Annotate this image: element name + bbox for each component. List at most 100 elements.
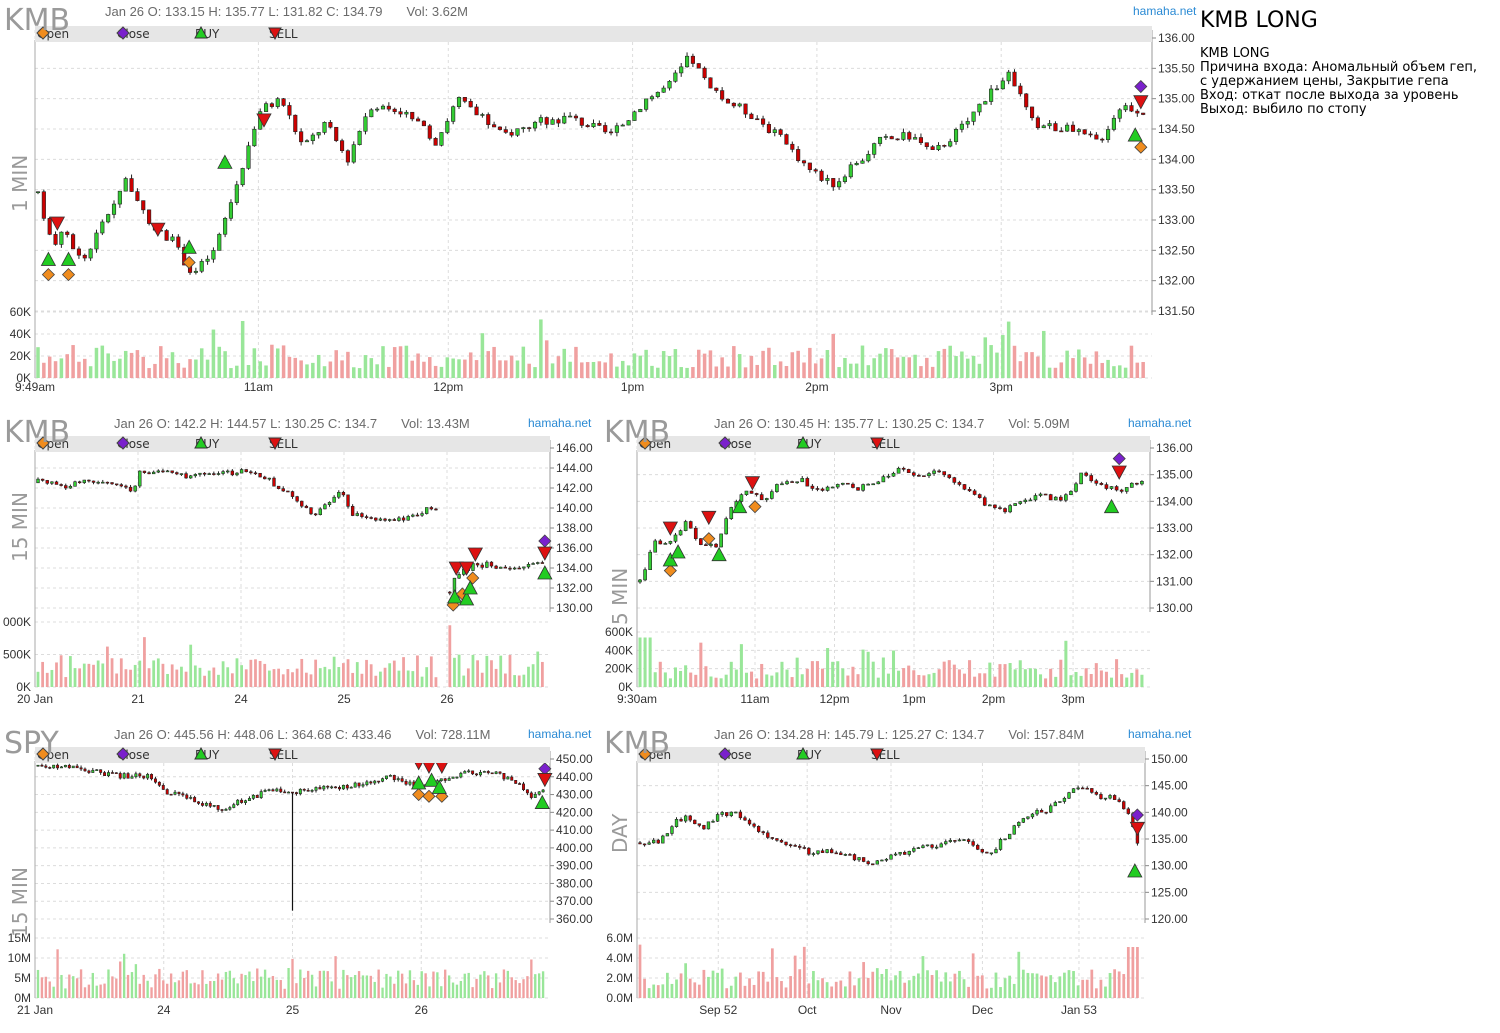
volume-bar xyxy=(221,661,225,687)
candle xyxy=(679,819,683,822)
candle xyxy=(527,127,532,129)
y-tick-label: 120.00 xyxy=(1151,912,1188,926)
timeframe-label: 1 MIN xyxy=(8,154,32,212)
volume-bar xyxy=(871,661,875,687)
volume-bar xyxy=(1074,672,1078,687)
volume-bar xyxy=(150,987,153,998)
chart-panel-p5: 150.00 145.00 140.00 135.00 130.00 125.00 120.… xyxy=(600,723,1197,1024)
volume-bar xyxy=(503,673,507,687)
x-tick-label: 11am xyxy=(244,380,273,394)
volume-bar xyxy=(119,658,123,687)
volume-bar xyxy=(743,985,747,998)
chart-panel-p1: 136.00 135.50 135.00 134.50 134.00 133.50 133.… xyxy=(0,0,1203,401)
y-tick-label: 132.00 xyxy=(1156,548,1193,562)
source-link[interactable]: hamaha.net xyxy=(528,727,592,741)
volume-bar xyxy=(217,346,222,378)
candle xyxy=(212,805,216,807)
candle xyxy=(198,472,202,475)
volume-bar xyxy=(609,353,613,378)
candle xyxy=(656,839,660,844)
candle xyxy=(322,785,326,790)
volume-bar xyxy=(857,978,861,998)
candle xyxy=(482,771,486,773)
y-tick-label: 130.00 xyxy=(1151,859,1188,873)
candle xyxy=(153,778,157,783)
volume-bar xyxy=(388,663,392,687)
candle xyxy=(400,778,404,782)
candle xyxy=(1048,494,1053,501)
candle xyxy=(731,102,736,107)
candle xyxy=(199,261,204,272)
candle xyxy=(205,258,210,262)
volume-bar xyxy=(228,970,232,998)
candle xyxy=(886,475,891,478)
volume-tick-label: 400K xyxy=(605,643,633,657)
volume-bar xyxy=(930,975,934,998)
volume-bar xyxy=(141,356,146,378)
source-link[interactable]: hamaha.net xyxy=(1128,727,1192,741)
open-marker xyxy=(412,787,426,802)
volume-bar xyxy=(689,672,693,687)
volume-bar xyxy=(1117,971,1121,998)
volume-bar xyxy=(1069,675,1073,687)
volume-bar xyxy=(615,366,619,378)
volume-bar xyxy=(281,345,286,378)
candle xyxy=(255,794,259,798)
candle xyxy=(1100,138,1105,141)
volume-bar xyxy=(729,661,733,687)
volume-bar xyxy=(433,365,438,378)
candle xyxy=(953,129,959,142)
volume-bar xyxy=(479,974,482,998)
candle xyxy=(903,851,907,855)
sell-marker xyxy=(537,773,553,788)
volume-bar xyxy=(907,357,912,378)
buy-marker xyxy=(40,251,57,266)
x-tick-label: 9:49am xyxy=(15,380,55,394)
buy-legend-item: BUY xyxy=(194,25,219,41)
volume-bar xyxy=(995,352,999,378)
volume-bar xyxy=(886,673,890,687)
candle xyxy=(807,847,811,855)
candle xyxy=(1122,801,1126,810)
candle xyxy=(253,472,258,475)
candle xyxy=(50,481,54,484)
candle xyxy=(212,473,216,475)
source-link[interactable]: hamaha.net xyxy=(1133,4,1197,18)
volume-bar xyxy=(311,362,315,378)
volume-bar xyxy=(50,669,54,687)
candle xyxy=(834,852,838,855)
volume-bar xyxy=(724,674,728,687)
volume-bar xyxy=(326,971,329,998)
volume-bar xyxy=(985,988,989,998)
candle xyxy=(420,513,424,516)
candle xyxy=(966,839,971,842)
candle xyxy=(685,55,690,68)
candle xyxy=(998,507,1002,509)
candle xyxy=(77,481,82,484)
candle xyxy=(271,789,275,792)
candle xyxy=(704,544,708,546)
volume-bar xyxy=(44,976,48,998)
candle xyxy=(275,98,280,107)
candle xyxy=(982,497,987,506)
sell-marker xyxy=(448,561,464,576)
open-marker xyxy=(1134,140,1148,154)
candle xyxy=(785,481,789,485)
candle xyxy=(683,521,688,531)
volume-bar xyxy=(381,987,384,998)
candle xyxy=(122,773,126,779)
candle xyxy=(854,162,859,166)
volume-bar xyxy=(211,329,216,378)
volume-bar xyxy=(189,644,193,687)
candle xyxy=(369,781,373,784)
volume-bar xyxy=(263,969,267,998)
volume-bar xyxy=(1136,947,1139,998)
volume-bar xyxy=(134,964,138,998)
timeframe-label: 15 MIN xyxy=(8,867,32,937)
candle xyxy=(497,126,502,130)
source-link[interactable]: hamaha.net xyxy=(528,416,592,430)
candle xyxy=(573,115,579,119)
volume-bar xyxy=(866,365,871,378)
volume-bar xyxy=(75,978,79,998)
source-link[interactable]: hamaha.net xyxy=(1128,416,1192,430)
